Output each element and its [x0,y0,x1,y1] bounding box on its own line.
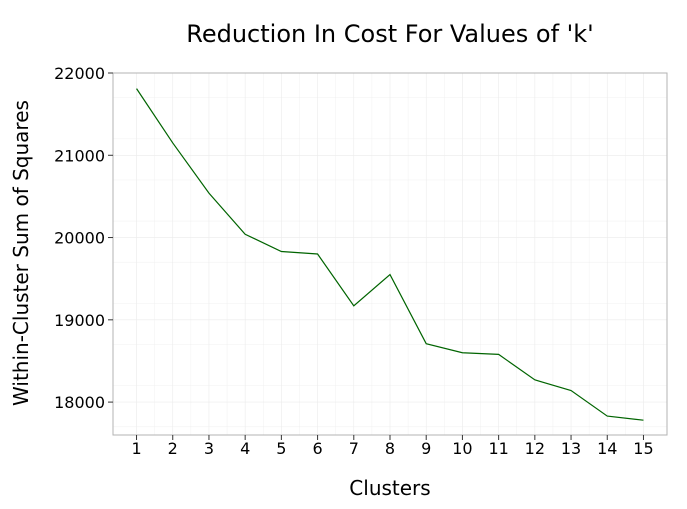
x-tick-label: 6 [312,439,322,458]
x-tick-label: 5 [276,439,286,458]
x-tick-label: 9 [421,439,431,458]
x-tick-label: 11 [488,439,508,458]
x-axis-label: Clusters [349,476,430,500]
x-tick-label: 2 [168,439,178,458]
x-axis: 1 2 3 4 5 6 7 8 9 10 11 12 13 14 15 [131,435,654,458]
plot-area [112,72,668,436]
y-axis: 18000 19000 20000 21000 22000 [54,64,113,412]
y-tick-label: 19000 [54,311,105,330]
x-tick-label: 12 [525,439,545,458]
y-axis-label: Within-Cluster Sum of Squares [9,100,33,406]
x-tick-label: 10 [452,439,472,458]
y-tick-label: 21000 [54,146,105,165]
x-tick-label: 15 [633,439,653,458]
series-line [136,88,644,421]
y-tick-label: 18000 [54,393,105,412]
y-tick-label: 22000 [54,64,105,83]
x-tick-label: 14 [597,439,617,458]
grid-lines [113,72,667,435]
x-tick-label: 13 [561,439,581,458]
y-tick-label: 20000 [54,229,105,248]
x-tick-label: 8 [385,439,395,458]
x-tick-label: 1 [131,439,141,458]
x-tick-label: 4 [240,439,250,458]
x-tick-label: 3 [204,439,214,458]
x-tick-label: 7 [349,439,359,458]
chart-title: Reduction In Cost For Values of 'k' [186,20,594,48]
